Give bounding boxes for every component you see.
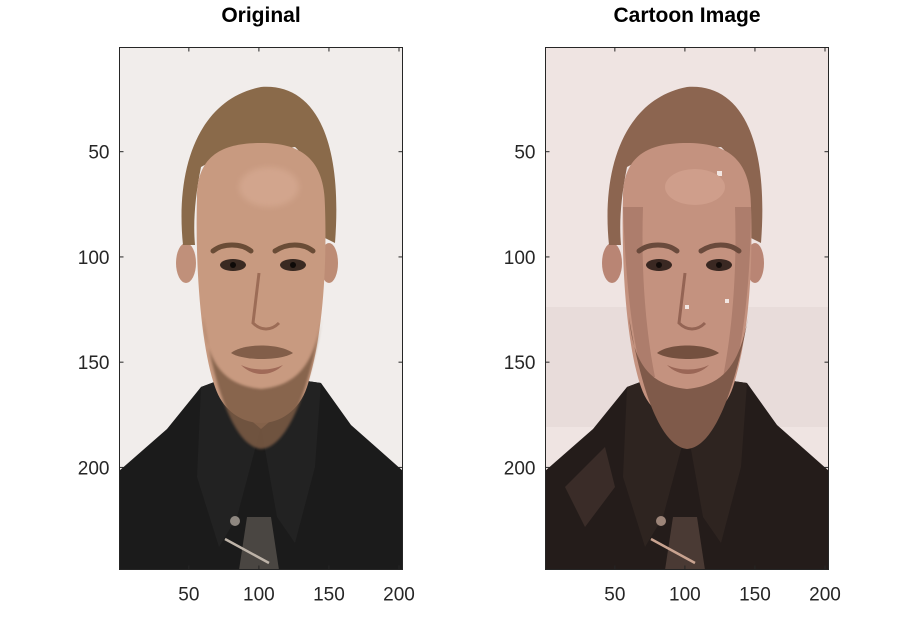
title-cartoon: Cartoon Image	[613, 4, 760, 27]
eyebrow-right	[698, 242, 742, 254]
axes-box-original	[119, 47, 403, 570]
jacket	[119, 381, 403, 570]
x-tick-label-50: 50	[604, 585, 625, 606]
speck	[717, 171, 722, 176]
x-tick-label-50: 50	[178, 585, 199, 606]
shirt	[239, 517, 279, 570]
x-tick-label-200: 200	[809, 585, 841, 606]
jacket	[545, 381, 829, 570]
pupil-right	[290, 262, 296, 268]
y-ticks-original: 50 100 150 200	[78, 143, 403, 479]
image-cartoon	[545, 47, 829, 570]
y-tick-label-150: 150	[78, 353, 110, 374]
face	[622, 143, 752, 423]
face-shadow	[623, 207, 655, 377]
speck	[685, 305, 689, 309]
axes-cartoon: Cartoon Image	[504, 4, 841, 606]
y-tick-label-200: 200	[78, 458, 110, 479]
x-tick-label-100: 100	[243, 585, 275, 606]
mustache	[231, 345, 293, 359]
ear-left	[176, 243, 196, 283]
portrait-original	[119, 47, 403, 570]
pupil-left	[230, 262, 236, 268]
image-original	[119, 47, 403, 570]
pupil-left	[656, 262, 662, 268]
shirt	[665, 517, 705, 570]
collar-button	[230, 516, 240, 526]
ear-left	[602, 243, 622, 283]
x-tick-label-150: 150	[313, 585, 345, 606]
portrait-cartoon	[545, 47, 829, 570]
y-tick-label-200: 200	[504, 458, 536, 479]
eyebrow-left	[210, 242, 254, 254]
y-tick-label-50: 50	[514, 143, 535, 164]
title-original: Original	[221, 4, 300, 27]
x-tick-label-100: 100	[669, 585, 701, 606]
zipper	[224, 537, 270, 565]
x-ticks-original: 50 100 150 200	[178, 47, 415, 606]
x-tick-label-150: 150	[739, 585, 771, 606]
speck	[725, 299, 729, 303]
y-tick-label-100: 100	[504, 248, 536, 269]
beard	[629, 313, 749, 449]
nose	[677, 272, 707, 331]
nose	[251, 272, 281, 331]
face-shadow-right	[723, 207, 751, 377]
collar-button	[656, 516, 666, 526]
eyebrow-left	[636, 242, 680, 254]
y-tick-label-100: 100	[78, 248, 110, 269]
pupil-right	[716, 262, 722, 268]
x-tick-label-200: 200	[383, 585, 415, 606]
y-ticks-cartoon: 50 100 150 200	[504, 143, 829, 479]
jacket-highlight	[565, 447, 615, 527]
mouth	[241, 365, 283, 374]
forehead-highlight	[239, 167, 299, 207]
forehead-tone	[665, 169, 725, 205]
face	[196, 143, 326, 423]
x-ticks-cartoon: 50 100 150 200	[604, 47, 841, 606]
y-tick-label-50: 50	[88, 143, 109, 164]
eyebrow-right	[272, 242, 316, 254]
axes-original: Original	[78, 4, 415, 606]
mustache	[657, 345, 719, 359]
beard	[203, 313, 323, 449]
mouth	[667, 365, 709, 374]
hair	[607, 86, 763, 245]
axes-box-cartoon	[545, 47, 829, 570]
hair	[181, 86, 337, 245]
zipper	[650, 537, 696, 565]
y-tick-label-150: 150	[504, 353, 536, 374]
